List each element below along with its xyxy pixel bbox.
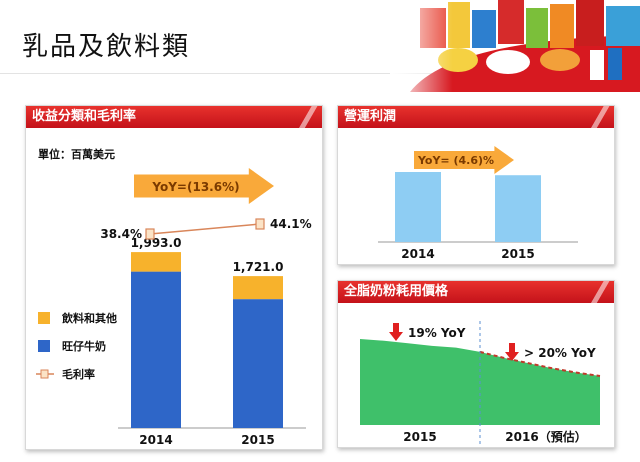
op-x-tick-2014: 2014	[401, 247, 434, 261]
margin-marker-2015	[255, 218, 265, 230]
op-bar-2014	[395, 172, 441, 242]
title-divider	[0, 73, 640, 74]
x-tick-2014: 2014	[139, 433, 172, 447]
annotation-2015: 19% YoY	[408, 326, 466, 340]
bar-milk-2015	[233, 299, 283, 428]
mp-x-tick-2016: 2016（預估）	[505, 429, 586, 444]
yoy-label: YoY=(13.6%)	[151, 180, 239, 194]
legend-swatch-1	[38, 340, 50, 352]
x-tick-2015: 2015	[241, 433, 274, 447]
product-banner-image	[390, 0, 640, 92]
revenue-chart: 單位：百萬美元 1,993.0 2014 1,721.0 2015 38.4% 44.1%…	[36, 147, 312, 447]
revenue-panel-title: 收益分類和毛利率	[26, 106, 322, 128]
legend-marker-swatch	[40, 369, 49, 379]
legend-label-0: 飲料和其他	[61, 311, 117, 325]
down-arrow-2016	[505, 343, 519, 361]
unit-label: 單位：百萬美元	[38, 147, 115, 161]
operating-profit-panel: 營運利潤 2014 2015 YoY= (4.6)%	[337, 105, 615, 265]
down-arrow-2015	[389, 323, 403, 341]
operating-profit-panel-title: 營運利潤	[338, 106, 614, 128]
op-x-tick-2015: 2015	[501, 247, 534, 261]
annotation-2016: > 20% YoY	[524, 346, 596, 360]
milk-powder-panel: 全脂奶粉耗用價格 19% YoY > 20% YoY 2015 2016（預估）	[337, 280, 615, 448]
legend-label-1: 旺仔牛奶	[62, 339, 106, 353]
operating-profit-chart: 2014 2015 YoY= (4.6)%	[378, 146, 578, 261]
legend-swatch-0	[38, 312, 50, 324]
mp-x-tick-2015: 2015	[403, 430, 436, 444]
page-title: 乳品及飲料類	[22, 32, 191, 62]
bar-beverage-2015	[233, 276, 283, 300]
milk-powder-chart: 19% YoY > 20% YoY 2015 2016（預估）	[360, 321, 601, 445]
op-bar-2015	[495, 175, 541, 242]
total-label-2015: 1,721.0	[233, 260, 284, 274]
margin-marker-2014	[145, 228, 155, 240]
total-label-2014: 1,993.0	[131, 236, 182, 250]
bar-milk-2014	[131, 271, 181, 428]
revenue-panel: 收益分類和毛利率 單位：百萬美元 1,993.0 2014 1,721.0 2015 3…	[25, 105, 323, 450]
milk-powder-panel-title: 全脂奶粉耗用價格	[338, 281, 614, 303]
margin-line	[149, 223, 261, 235]
op-yoy-arrow	[414, 146, 514, 174]
yoy-arrow	[134, 168, 274, 204]
op-yoy-label: YoY= (4.6)%	[417, 154, 494, 167]
legend-label-2: 毛利率	[62, 367, 95, 381]
margin-label-2014: 38.4%	[100, 227, 142, 241]
bar-beverage-2014	[131, 252, 181, 272]
margin-label-2015: 44.1%	[270, 217, 312, 231]
